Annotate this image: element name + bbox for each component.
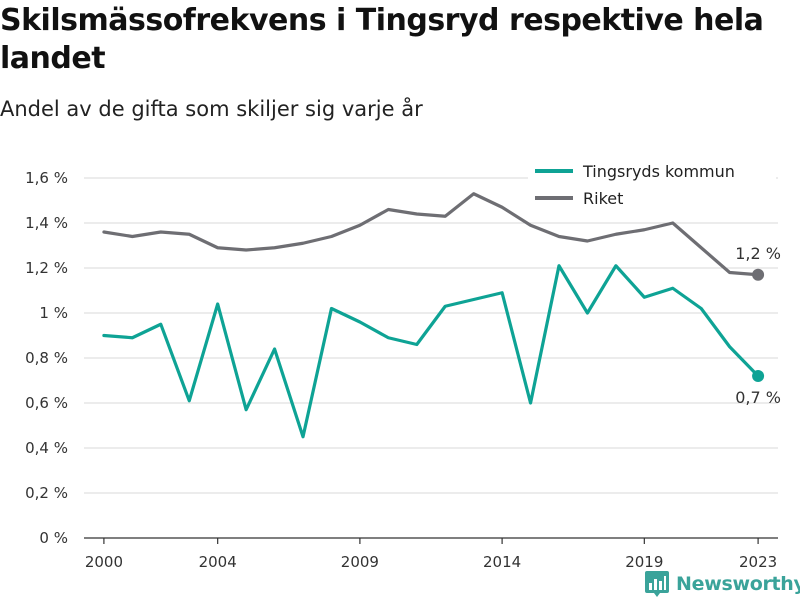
x-axis: 2000 2004 2009 2014 2019 2023: [84, 537, 778, 571]
end-label-riket: 1,2 %: [735, 244, 781, 263]
series-line-tingsryd: [102, 264, 760, 439]
brand-name: Newsworthy: [676, 573, 800, 595]
legend: Tingsryds kommun Riket: [528, 154, 776, 212]
x-tick-label: 2023: [739, 553, 777, 571]
x-tick-label: 2014: [483, 553, 521, 571]
y-tick-label: 1,2 %: [25, 259, 68, 277]
x-tick-label: 2000: [85, 553, 123, 571]
x-tick-label: 2019: [625, 553, 663, 571]
y-tick-label: 0,6 %: [25, 394, 68, 412]
legend-label-tingsryd: Tingsryds kommun: [582, 162, 735, 181]
newsworthy-logo: Newsworthy: [644, 568, 800, 600]
y-axis-tick-labels: 0 % 0,2 % 0,4 % 0,6 % 0,8 % 1 % 1,2 % 1,4 % 1,6 …: [25, 169, 68, 547]
end-point-riket: [752, 268, 765, 281]
bar-chart-pin-icon: [645, 571, 669, 597]
y-tick-label: 1,4 %: [25, 214, 68, 232]
legend-label-riket: Riket: [583, 189, 623, 208]
y-tick-label: 1,6 %: [25, 169, 68, 187]
y-tick-label: 0 %: [39, 529, 68, 547]
series-line-riket: [102, 192, 760, 277]
legend-background: [528, 154, 776, 212]
gridlines: [84, 177, 778, 494]
chart-subtitle: Andel av de gifta som skiljer sig varje …: [0, 97, 423, 121]
series-lines: [102, 192, 760, 439]
y-tick-label: 0,4 %: [25, 439, 68, 457]
end-point-tingsryd: [752, 370, 765, 382]
y-tick-label: 0,2 %: [25, 484, 68, 502]
y-tick-label: 0,8 %: [25, 349, 68, 367]
chart-title: Skilsmässofrekvens i Tingsryd respektive…: [0, 3, 764, 76]
x-tick-label: 2009: [341, 553, 379, 571]
x-tick-label: 2004: [199, 553, 237, 571]
y-tick-label: 1 %: [39, 304, 68, 322]
end-labels: 1,2 % 0,7 %: [735, 244, 781, 407]
end-label-tingsryd: 0,7 %: [735, 388, 781, 407]
